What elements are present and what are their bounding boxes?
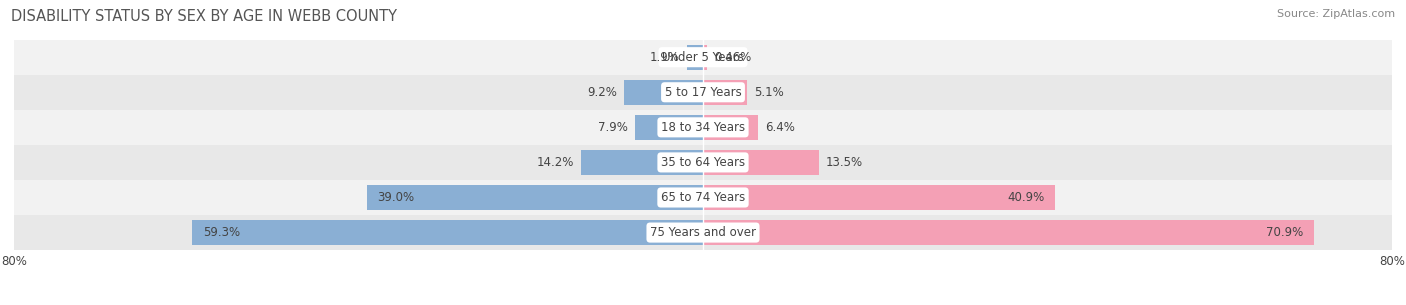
Text: 70.9%: 70.9% [1265, 226, 1303, 239]
Text: 9.2%: 9.2% [588, 86, 617, 99]
Bar [14, 145, 1392, 180]
Bar [636, 115, 703, 140]
Bar [14, 75, 1392, 110]
Bar [367, 185, 703, 210]
Bar [624, 80, 703, 105]
Bar [686, 45, 703, 70]
Bar [14, 215, 1392, 250]
Text: 75 Years and over: 75 Years and over [650, 226, 756, 239]
Bar [703, 45, 707, 70]
Bar [14, 110, 1392, 145]
Text: 7.9%: 7.9% [598, 121, 628, 134]
Text: Under 5 Years: Under 5 Years [662, 51, 744, 64]
Bar [581, 150, 703, 175]
Text: 59.3%: 59.3% [202, 226, 240, 239]
Text: 0.46%: 0.46% [714, 51, 751, 64]
Text: 35 to 64 Years: 35 to 64 Years [661, 156, 745, 169]
Bar [14, 180, 1392, 215]
Text: DISABILITY STATUS BY SEX BY AGE IN WEBB COUNTY: DISABILITY STATUS BY SEX BY AGE IN WEBB … [11, 9, 398, 24]
Text: 18 to 34 Years: 18 to 34 Years [661, 121, 745, 134]
Text: 13.5%: 13.5% [827, 156, 863, 169]
Bar [703, 80, 747, 105]
Text: 65 to 74 Years: 65 to 74 Years [661, 191, 745, 204]
Bar [14, 40, 1392, 75]
Bar [703, 115, 758, 140]
Text: 39.0%: 39.0% [377, 191, 415, 204]
Bar [193, 220, 703, 245]
Text: 1.9%: 1.9% [650, 51, 679, 64]
Bar [703, 220, 1313, 245]
Text: 5.1%: 5.1% [754, 86, 783, 99]
Text: Source: ZipAtlas.com: Source: ZipAtlas.com [1277, 9, 1395, 19]
Text: 14.2%: 14.2% [537, 156, 574, 169]
Text: 6.4%: 6.4% [765, 121, 794, 134]
Text: 5 to 17 Years: 5 to 17 Years [665, 86, 741, 99]
Bar [703, 185, 1056, 210]
Bar [703, 150, 820, 175]
Text: 40.9%: 40.9% [1008, 191, 1045, 204]
